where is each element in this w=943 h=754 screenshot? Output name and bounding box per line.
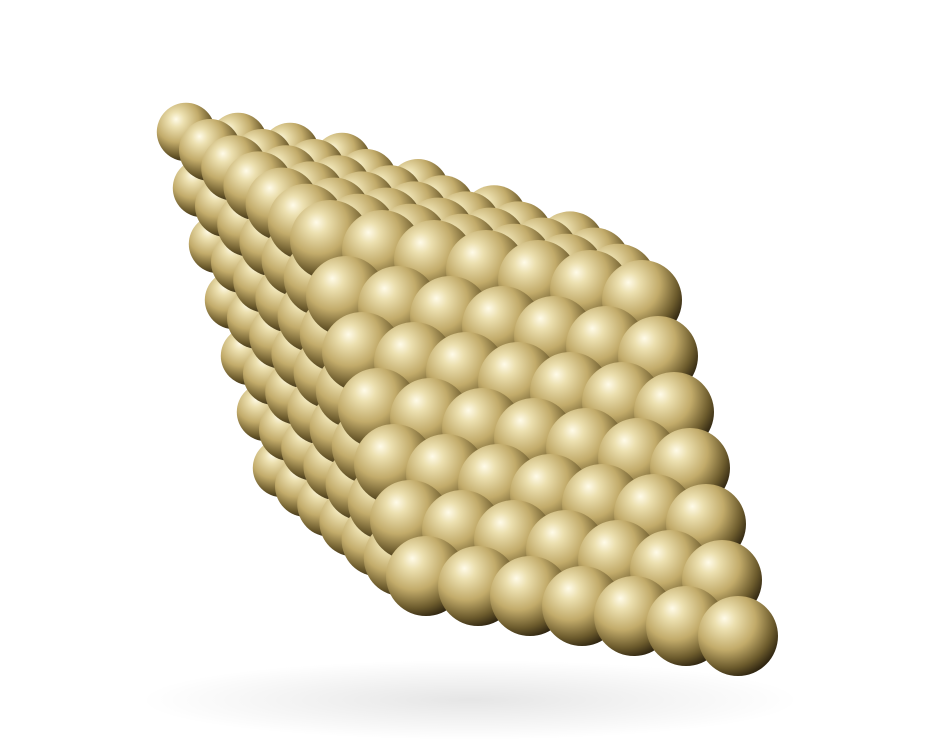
gold-sphere	[698, 596, 778, 676]
sphere-group	[156, 102, 778, 676]
ground-shadow	[140, 660, 800, 740]
